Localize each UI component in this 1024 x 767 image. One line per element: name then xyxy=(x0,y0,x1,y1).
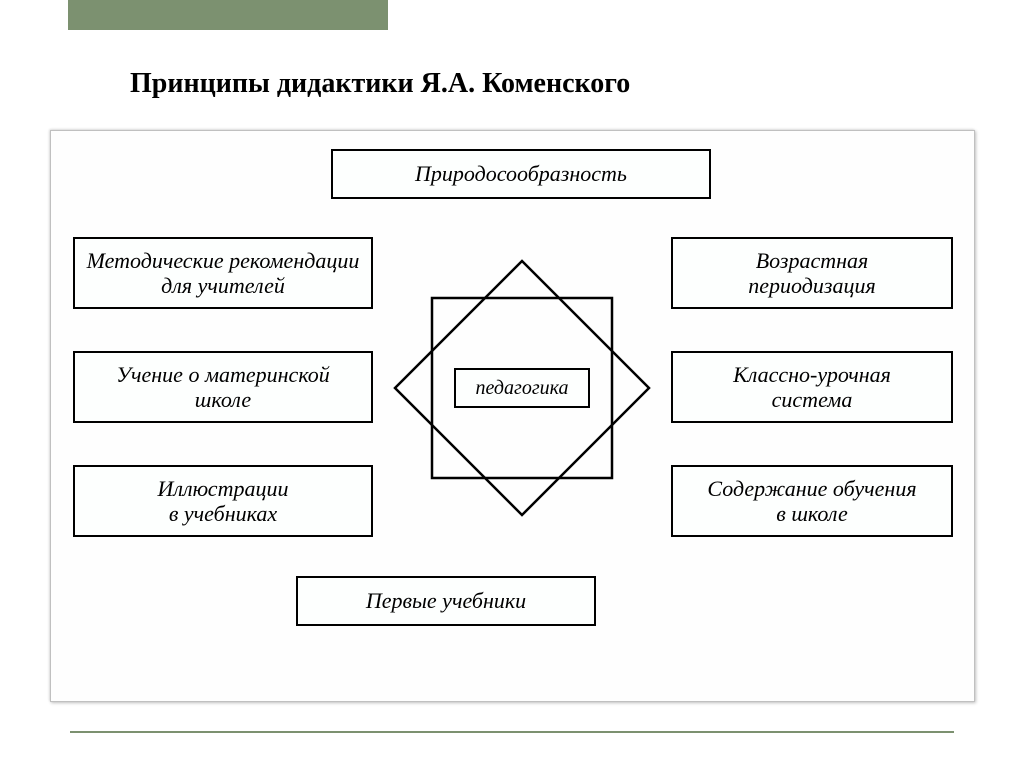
node-left-0: Методические рекомендациидля учителей xyxy=(73,237,373,309)
node-right-1: Классно-урочнаясистема xyxy=(671,351,953,423)
page-title: Принципы дидактики Я.А. Коменского xyxy=(130,68,630,100)
node-left-1: Учение о материнскойшколе xyxy=(73,351,373,423)
node-right-0: Возрастнаяпериодизация xyxy=(671,237,953,309)
node-bottom: Первые учебники xyxy=(296,576,596,626)
slide: Принципы дидактики Я.А. Коменского Приро… xyxy=(0,0,1024,767)
node-left-2: Иллюстрациив учебниках xyxy=(73,465,373,537)
node-top: Природосообразность xyxy=(331,149,711,199)
node-right-2: Содержание обученияв школе xyxy=(671,465,953,537)
diagram-frame: Природосообразность Методические рекомен… xyxy=(50,130,975,702)
accent-line-bottom xyxy=(70,731,954,733)
accent-bar-top xyxy=(68,0,388,30)
node-center: педагогика xyxy=(454,368,590,408)
